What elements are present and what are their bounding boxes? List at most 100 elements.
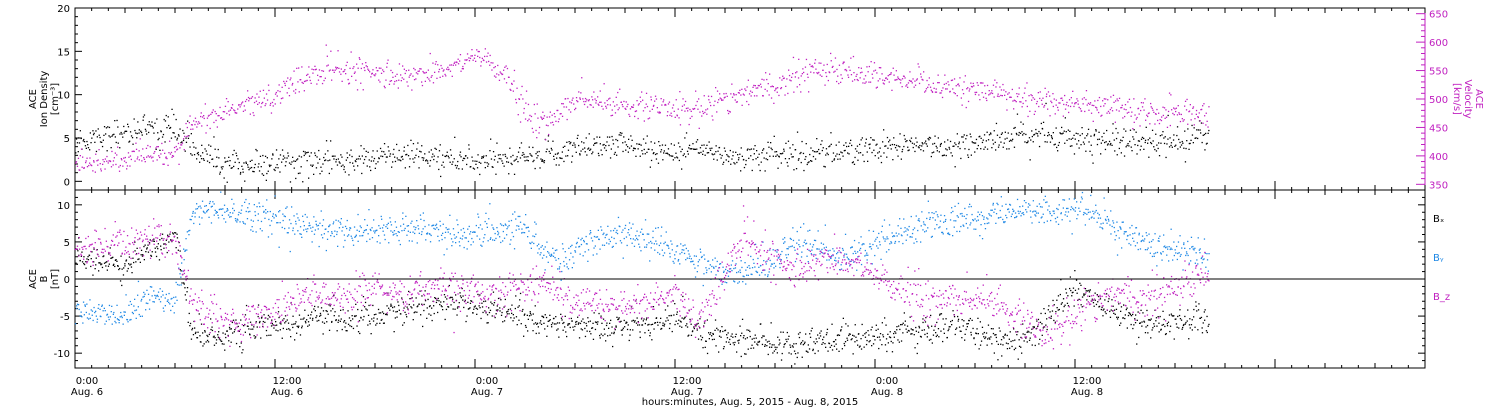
density-point bbox=[1024, 141, 1026, 143]
bx-point bbox=[184, 294, 186, 296]
velocity-point bbox=[760, 86, 762, 88]
bx-point bbox=[1023, 340, 1025, 342]
bx-point bbox=[1033, 326, 1035, 328]
bx-point bbox=[1206, 331, 1208, 334]
bx-point bbox=[668, 327, 671, 330]
bx-point bbox=[1147, 319, 1150, 321]
velocity-point bbox=[1175, 107, 1177, 109]
velocity-point bbox=[218, 115, 220, 117]
bx-point bbox=[152, 240, 154, 242]
velocity-point bbox=[656, 107, 658, 109]
velocity-point bbox=[205, 132, 207, 134]
density-point bbox=[197, 154, 200, 156]
velocity-point bbox=[663, 99, 665, 101]
bx-point bbox=[242, 349, 244, 351]
density-point bbox=[239, 173, 242, 175]
velocity-point bbox=[437, 64, 439, 66]
bx-point bbox=[574, 325, 576, 328]
density-point bbox=[297, 172, 300, 175]
bx-point bbox=[791, 345, 794, 347]
density-point bbox=[1179, 146, 1181, 148]
density-point bbox=[1180, 144, 1183, 146]
bx-point bbox=[647, 324, 649, 326]
bx-point bbox=[361, 309, 363, 312]
velocity-point bbox=[1061, 99, 1064, 101]
velocity-point bbox=[395, 80, 398, 82]
density-point bbox=[772, 155, 774, 157]
velocity-point bbox=[841, 77, 843, 80]
density-point bbox=[1041, 128, 1044, 130]
density-point bbox=[374, 167, 376, 169]
density-point bbox=[797, 159, 800, 161]
density-point bbox=[954, 142, 956, 144]
velocity-point bbox=[413, 67, 415, 70]
density-point bbox=[284, 165, 287, 167]
bx-point bbox=[223, 343, 225, 345]
density-point bbox=[222, 166, 224, 168]
bx-point bbox=[600, 333, 602, 335]
density-point bbox=[601, 154, 603, 156]
density-point bbox=[423, 157, 425, 159]
bx-point bbox=[166, 251, 168, 254]
velocity-point bbox=[276, 95, 278, 97]
bx-point bbox=[1163, 318, 1165, 321]
bx-point bbox=[352, 318, 354, 320]
density-point bbox=[358, 155, 360, 157]
bx-point bbox=[474, 305, 476, 307]
velocity-point bbox=[336, 67, 338, 69]
density-point bbox=[887, 147, 889, 149]
density-point bbox=[132, 143, 134, 145]
bx-point bbox=[1196, 310, 1198, 312]
bx-point bbox=[875, 324, 877, 326]
density-point bbox=[316, 156, 318, 158]
density-point bbox=[111, 135, 113, 137]
velocity-point bbox=[223, 118, 225, 120]
density-point bbox=[512, 154, 514, 157]
density-point bbox=[121, 133, 123, 135]
bx-point bbox=[1052, 299, 1054, 302]
bx-point bbox=[1124, 317, 1126, 320]
velocity-point bbox=[1031, 95, 1033, 97]
velocity-point bbox=[1047, 91, 1050, 93]
bx-point bbox=[664, 309, 667, 311]
velocity-point bbox=[211, 111, 213, 114]
density-point bbox=[878, 151, 880, 153]
density-point bbox=[325, 159, 327, 161]
bx-point bbox=[532, 330, 534, 332]
velocity-point bbox=[1179, 120, 1182, 123]
bx-point bbox=[979, 344, 982, 346]
density-point bbox=[1167, 114, 1169, 117]
velocity-point bbox=[849, 69, 851, 71]
velocity-point bbox=[147, 144, 149, 147]
density-point bbox=[1042, 121, 1045, 123]
density-point bbox=[1112, 123, 1114, 125]
velocity-point bbox=[728, 110, 730, 113]
bx-point bbox=[1170, 313, 1172, 315]
velocity-point bbox=[80, 148, 83, 150]
velocity-point bbox=[219, 106, 221, 109]
density-point bbox=[598, 154, 600, 157]
velocity-point bbox=[103, 161, 105, 163]
velocity-point bbox=[1139, 125, 1141, 127]
bx-point bbox=[653, 328, 655, 330]
velocity-point bbox=[616, 104, 618, 106]
velocity-point bbox=[1121, 104, 1123, 106]
velocity-point bbox=[1033, 98, 1036, 100]
bx-point bbox=[661, 327, 663, 330]
density-point bbox=[344, 171, 346, 173]
bx-point bbox=[275, 321, 277, 323]
bx-point bbox=[939, 314, 941, 316]
bx-point bbox=[779, 342, 781, 344]
velocity-point bbox=[86, 157, 88, 159]
velocity-point bbox=[517, 114, 519, 116]
density-point bbox=[324, 153, 326, 155]
bx-point bbox=[140, 254, 142, 256]
density-point bbox=[151, 125, 154, 127]
velocity-point bbox=[201, 125, 203, 127]
density-point bbox=[996, 134, 999, 136]
bx-point bbox=[364, 301, 367, 304]
velocity-point bbox=[1133, 121, 1135, 123]
bx-point bbox=[98, 270, 100, 272]
velocity-point bbox=[431, 75, 433, 77]
density-point bbox=[912, 146, 914, 149]
